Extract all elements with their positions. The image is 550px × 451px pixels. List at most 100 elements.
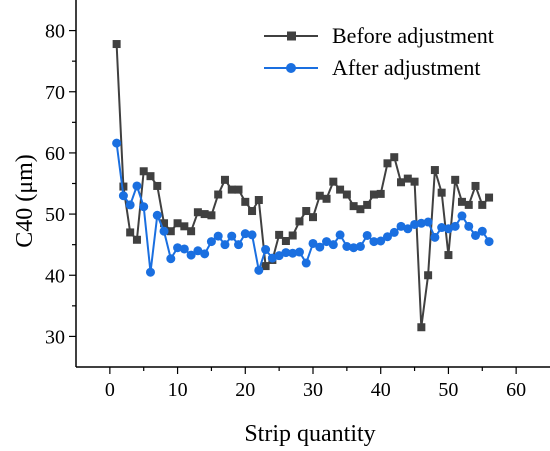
data-point (478, 200, 487, 209)
data-point (288, 231, 297, 240)
data-point (362, 230, 372, 240)
data-point (308, 238, 318, 248)
data-point (369, 237, 379, 247)
data-point (349, 243, 359, 253)
data-point (416, 218, 426, 228)
data-point (383, 159, 392, 168)
data-point (389, 227, 399, 237)
data-point (166, 227, 175, 236)
data-point (281, 248, 291, 258)
x-tick-label: 60 (506, 379, 526, 401)
data-point (206, 237, 216, 247)
data-point (166, 254, 176, 264)
data-point (288, 248, 298, 258)
data-point (146, 172, 155, 181)
data-point (417, 323, 426, 332)
data-point (152, 210, 162, 220)
data-point (126, 228, 135, 237)
x-axis-title: Strip quantity (244, 421, 375, 447)
data-point (179, 244, 189, 254)
data-point (145, 267, 155, 277)
data-point (349, 202, 358, 211)
data-point (200, 210, 209, 219)
data-point (309, 213, 317, 222)
data-point (363, 200, 372, 209)
y-tick-label: 40 (45, 265, 65, 287)
data-point (457, 211, 467, 221)
data-point (193, 246, 203, 256)
y-tick-label: 80 (45, 21, 65, 43)
data-point (443, 224, 453, 234)
data-point (322, 237, 332, 247)
data-point (254, 265, 264, 275)
data-point (180, 222, 189, 231)
data-point (118, 191, 128, 201)
x-tick-label: 30 (303, 379, 323, 401)
axes: 0 10 20 30 40 50 60 30 40 50 60 70 80 (45, 0, 550, 401)
data-point (125, 200, 135, 210)
data-point (342, 190, 351, 199)
data-point (390, 153, 399, 162)
data-point (403, 224, 413, 234)
y-tick-label: 60 (45, 143, 65, 165)
data-point (424, 271, 433, 280)
data-point (132, 235, 141, 244)
data-point (342, 242, 352, 252)
data-point (220, 175, 229, 184)
data-point (247, 230, 257, 240)
data-point (207, 211, 216, 220)
x-tick-label: 50 (438, 379, 458, 401)
data-point (186, 250, 196, 260)
data-point (464, 200, 473, 209)
y-tick-label: 30 (45, 326, 65, 348)
data-point (240, 229, 250, 239)
data-point (132, 181, 142, 191)
data-point (437, 223, 447, 233)
data-point (254, 196, 263, 205)
legend-label: Before adjustment (332, 23, 494, 48)
x-tick-label: 40 (371, 379, 391, 401)
data-point (397, 178, 406, 187)
data-point (220, 240, 230, 250)
legend-label: After adjustment (332, 55, 480, 80)
data-point (173, 219, 182, 228)
data-point (484, 237, 494, 247)
data-point (410, 219, 420, 229)
legend: Before adjustment After adjustment (264, 23, 494, 80)
data-point (477, 226, 487, 236)
data-point (281, 236, 290, 245)
series-line (115, 43, 490, 328)
y-axis-title: C40 (μm) (12, 154, 38, 248)
data-point (423, 217, 433, 227)
y-tick-label: 50 (45, 204, 65, 226)
data-point (430, 232, 440, 242)
data-point (329, 177, 338, 186)
data-point (369, 190, 378, 199)
data-point (315, 242, 325, 252)
data-point (382, 232, 392, 242)
data-point (485, 193, 494, 202)
data-point (335, 230, 345, 240)
data-point (153, 181, 162, 190)
data-point (248, 207, 257, 216)
data-point (173, 243, 183, 253)
data-point (139, 202, 149, 212)
data-point (457, 197, 466, 206)
x-tick-label: 20 (235, 379, 255, 401)
legend-marker (286, 63, 296, 73)
data-point (200, 249, 210, 259)
data-point (410, 177, 419, 186)
legend-marker (287, 31, 296, 41)
data-point (336, 185, 345, 194)
data-point (356, 205, 365, 214)
data-point (193, 208, 202, 217)
data-point (159, 226, 169, 236)
data-point (227, 185, 236, 194)
data-point (119, 182, 128, 191)
data-point (213, 231, 223, 241)
data-point (322, 194, 331, 203)
data-point (444, 251, 453, 260)
data-point (234, 185, 243, 194)
data-point (471, 230, 481, 240)
